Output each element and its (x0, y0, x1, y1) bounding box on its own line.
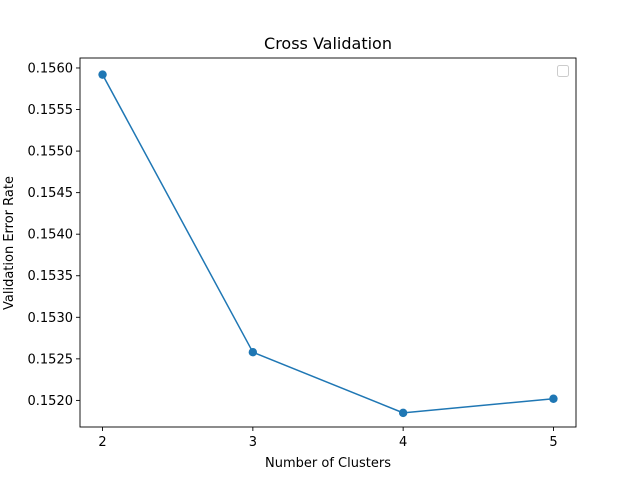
y-tick-label-0.1550: 0.1550 (28, 145, 74, 160)
legend-box (557, 65, 569, 77)
y-tick-label-0.1530: 0.1530 (28, 311, 74, 326)
y-tick-label-0.1540: 0.1540 (28, 228, 74, 243)
x-tick-label-5: 5 (549, 435, 557, 450)
y-tick-label-0.1520: 0.1520 (28, 394, 74, 409)
axes-frame (79, 57, 577, 428)
data-point-2 (98, 70, 107, 79)
y-axis-label: Validation Error Rate (2, 176, 17, 310)
x-axis-label: Number of Clusters (265, 456, 391, 471)
data-point-5 (549, 394, 558, 403)
y-tick-label-0.1525: 0.1525 (28, 352, 74, 367)
x-tick-label-2: 2 (98, 435, 106, 450)
data-point-3 (248, 348, 258, 357)
data-point-4 (398, 408, 408, 418)
y-tick-label-0.1535: 0.1535 (28, 269, 74, 284)
x-tick-label-4: 4 (399, 435, 407, 450)
x-tick-label-3: 3 (249, 435, 257, 450)
series-line (101, 74, 554, 414)
y-tick-label-0.1560: 0.1560 (28, 61, 74, 76)
y-tick-label-0.1555: 0.1555 (28, 103, 74, 118)
chart-title: Cross Validation (264, 34, 392, 53)
y-tick-label-0.1545: 0.1545 (28, 186, 74, 201)
plot-area: 2 3 4 5 0.1520 0.1525 0.1530 0.1535 0.1540 0.1545… (28, 57, 577, 450)
